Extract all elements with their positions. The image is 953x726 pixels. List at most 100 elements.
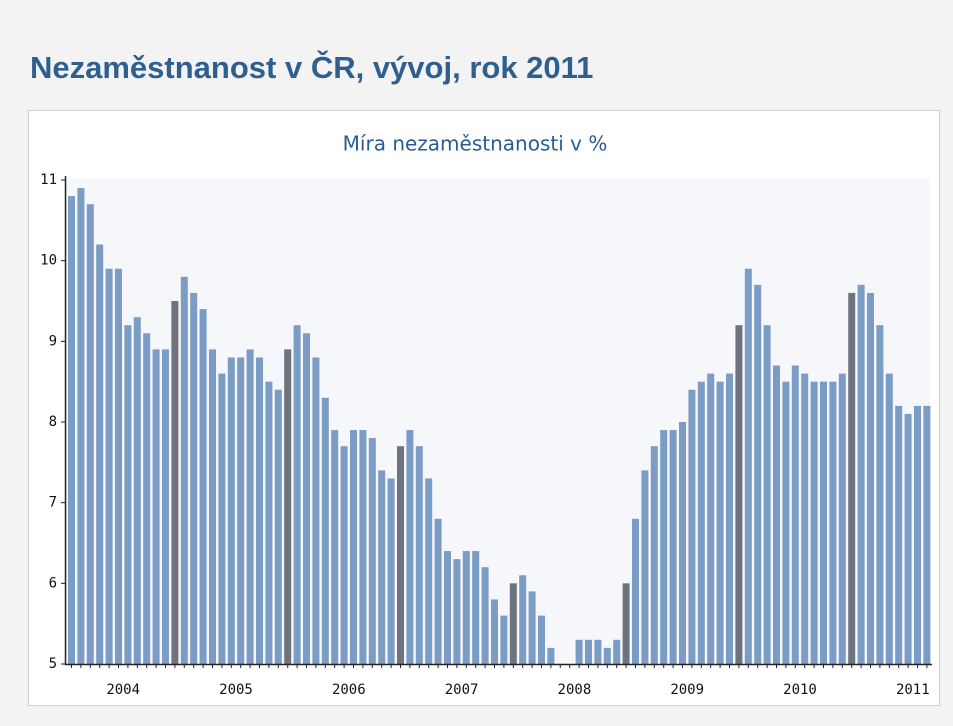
bar — [425, 478, 433, 664]
bar — [923, 405, 931, 664]
bar — [293, 325, 301, 664]
bar — [491, 599, 498, 664]
bar — [895, 405, 903, 664]
bar — [143, 333, 151, 664]
bar — [622, 583, 630, 664]
bar — [350, 430, 357, 664]
bar — [77, 188, 85, 665]
bar — [96, 244, 104, 665]
chart-title: Míra nezaměstnanosti v % — [343, 132, 608, 156]
bar — [650, 446, 658, 664]
y-tick-label: 9 — [49, 333, 57, 349]
bar — [575, 639, 583, 664]
x-year-label: 2008 — [558, 682, 592, 698]
bar — [914, 405, 921, 664]
bar — [303, 333, 310, 664]
x-year-label: 2010 — [783, 682, 817, 698]
bar — [641, 470, 649, 664]
bar — [857, 284, 865, 664]
bar — [744, 268, 752, 664]
bar — [726, 373, 733, 664]
bar — [660, 430, 668, 664]
bar — [359, 430, 367, 664]
bar — [312, 357, 320, 664]
bar — [105, 268, 113, 664]
bar — [519, 575, 527, 664]
x-year-label: 2007 — [445, 682, 479, 698]
bar — [265, 381, 273, 664]
bar — [688, 389, 696, 664]
bar — [152, 349, 160, 664]
bar — [397, 446, 404, 664]
bar — [434, 518, 442, 664]
bar — [716, 381, 724, 664]
bar — [406, 430, 414, 664]
x-year-label: 2005 — [219, 682, 253, 698]
bar — [115, 268, 122, 664]
bar — [444, 551, 451, 664]
bar — [773, 365, 780, 664]
bar — [209, 349, 216, 664]
bar — [904, 413, 912, 664]
y-tick-label: 5 — [49, 656, 57, 672]
bar — [86, 204, 94, 664]
y-tick-label: 8 — [49, 414, 57, 430]
x-year-label: 2011 — [896, 682, 930, 698]
bar — [237, 357, 245, 664]
bar — [190, 292, 198, 664]
bar — [284, 349, 292, 664]
bar — [782, 381, 790, 664]
bar — [707, 373, 715, 664]
bar — [256, 357, 263, 664]
bar — [274, 389, 282, 664]
bar — [829, 381, 837, 664]
y-tick-label: 7 — [49, 495, 57, 511]
bar — [838, 373, 846, 664]
bar — [801, 373, 809, 664]
bar — [199, 309, 207, 664]
x-year-label: 2009 — [670, 682, 704, 698]
bar — [68, 196, 75, 664]
bar — [162, 349, 169, 664]
bar — [528, 591, 536, 664]
bar — [632, 518, 639, 664]
bar — [387, 478, 395, 664]
bar — [368, 438, 376, 664]
bar — [613, 639, 621, 664]
bar — [585, 639, 592, 664]
bar — [124, 325, 132, 664]
bar — [481, 567, 489, 664]
bar — [885, 373, 893, 664]
bar — [697, 381, 705, 664]
bar — [820, 381, 827, 664]
bar — [133, 317, 141, 664]
bar — [472, 551, 480, 664]
bar — [763, 325, 771, 664]
y-tick-label: 6 — [49, 575, 57, 591]
bar — [321, 397, 329, 664]
bar — [538, 615, 545, 664]
bar — [867, 292, 874, 664]
plot — [68, 188, 931, 665]
bar — [876, 325, 884, 664]
bar — [180, 276, 188, 664]
bar — [340, 446, 348, 664]
x-year-label: 2004 — [106, 682, 140, 698]
bar — [594, 639, 602, 664]
bar — [791, 365, 799, 664]
frame-mask — [940, 110, 953, 710]
bar — [603, 647, 611, 664]
bar — [735, 325, 743, 664]
bar — [848, 292, 856, 664]
bar — [810, 381, 818, 664]
bar — [509, 583, 517, 664]
bar — [669, 430, 677, 664]
bar — [462, 551, 470, 664]
x-year-label: 2006 — [332, 682, 366, 698]
bar — [679, 422, 686, 664]
bar — [547, 647, 555, 664]
bar — [227, 357, 235, 664]
bar — [331, 430, 339, 664]
